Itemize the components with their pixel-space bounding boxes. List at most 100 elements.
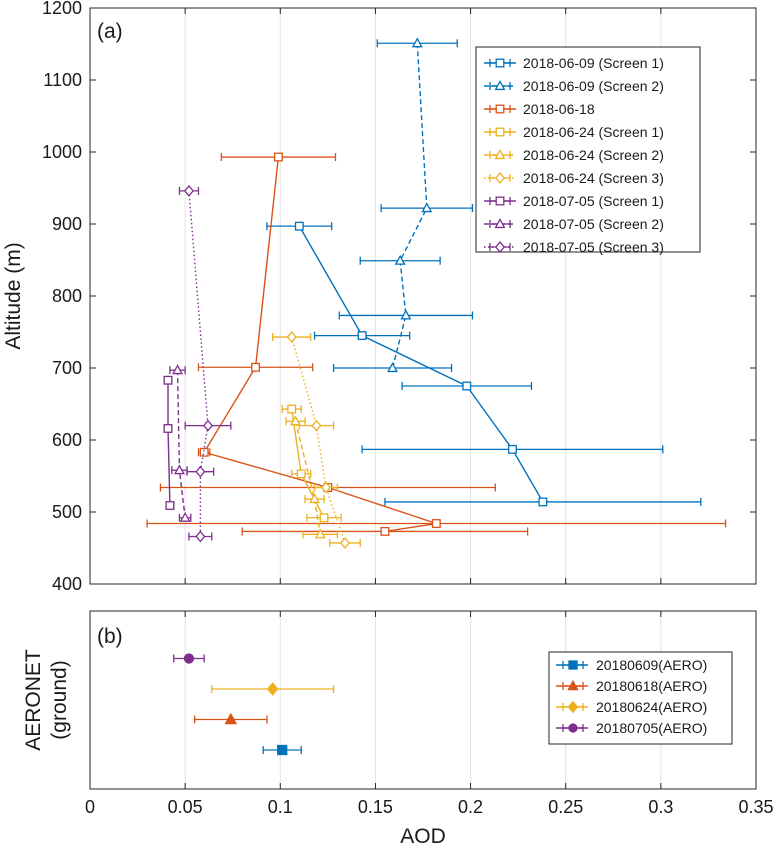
series-a-6-point-1	[163, 424, 173, 433]
panel-a-y-tick-label-1: 500	[52, 502, 82, 522]
series-a-0	[266, 221, 702, 507]
series-a-1-point-0	[411, 37, 423, 48]
series-b-3	[173, 653, 205, 664]
x-tick-label-0: 0	[85, 797, 95, 817]
legend-a-marker-6	[495, 196, 505, 206]
series-a-2-point-4	[431, 519, 441, 528]
series-a-7-line	[176, 370, 186, 518]
panel-b-label: (b)	[97, 625, 123, 648]
legend-a-label-8: 2018-07-05 (Screen 3)	[523, 239, 664, 255]
legend-a-marker-1	[494, 80, 506, 91]
series-a-3-point-0	[287, 404, 297, 414]
series-b-2	[211, 682, 335, 696]
legend-a-marker-4	[494, 149, 506, 160]
series-a-1-point-2	[394, 254, 406, 265]
series-a-4	[285, 415, 339, 539]
series-b-1-point	[224, 712, 238, 725]
series-a-1-point-3	[400, 309, 412, 320]
series-a-0-point-2	[462, 381, 472, 391]
legend-b-entry-0: 20180609(AERO)	[556, 657, 707, 673]
panel-b-axes: 0 0.05 0.1 0.15 0.2 0.25 0.3 0.35	[85, 611, 774, 817]
series-a-7-point-2	[179, 511, 191, 522]
series-a-8-point-3	[195, 530, 206, 543]
x-tick-label-1: 0.05	[168, 797, 203, 817]
series-a-2-point-1	[251, 362, 260, 372]
panel-b-grid	[184, 611, 662, 789]
legend-a-label-3: 2018-06-24 (Screen 1)	[523, 124, 664, 140]
legend-a-entry-6: 2018-07-05 (Screen 1)	[484, 193, 664, 209]
series-a-5	[272, 331, 361, 549]
panel-a-y-tick-label-3: 700	[52, 358, 82, 378]
series-a-5-point-2	[320, 481, 331, 494]
legend-a-label-6: 2018-07-05 (Screen 1)	[523, 193, 664, 209]
panel-a-y-tick-label-7: 1100	[43, 70, 82, 90]
series-a-0-point-0	[294, 221, 304, 231]
panel-a-y-tick-label-8: 1200	[42, 0, 82, 18]
series-a-4-point-0	[290, 415, 301, 426]
legend-b-entry-3: 20180705(AERO)	[556, 720, 707, 736]
panel-a-y-axis-label: Altitude (m)	[2, 242, 25, 349]
legend-b-label-2: 20180624(AERO)	[596, 699, 707, 715]
series-a-2-point-5	[380, 526, 390, 536]
legend-b-label-1: 20180618(AERO)	[596, 678, 707, 694]
series-b-0	[262, 744, 302, 756]
legend-a-label-1: 2018-06-09 (Screen 2)	[523, 78, 664, 94]
legend-a-label-4: 2018-06-24 (Screen 2)	[523, 147, 664, 163]
series-a-7	[169, 364, 192, 522]
series-b-0-point	[277, 744, 288, 756]
legend-a-label-2: 2018-06-18	[523, 101, 595, 117]
legend-a-entry-0: 2018-06-09 (Screen 1)	[484, 55, 664, 71]
legend-a-marker-0	[495, 58, 505, 68]
x-tick-label-7: 0.35	[738, 797, 773, 817]
legend-b-marker-1	[567, 679, 579, 691]
x-tick-label-4: 0.2	[458, 797, 483, 817]
panel-b-frame	[89, 610, 757, 790]
legend-a-entry-5: 2018-06-24 (Screen 3)	[484, 170, 664, 186]
legend-b-entry-2: 20180624(AERO)	[556, 699, 707, 715]
panel-a-legend: 2018-06-09 (Screen 1) 2018-06-09 (Screen …	[475, 46, 701, 255]
x-tick-label-6: 0.3	[648, 797, 673, 817]
series-a-8-point-1	[202, 419, 214, 432]
series-a-0-point-4	[538, 497, 548, 507]
series-a-6-point-0	[163, 375, 173, 385]
series-a-2-point-0	[273, 152, 283, 162]
series-a-8	[178, 184, 232, 543]
series-b-3-point	[183, 653, 195, 664]
legend-a-label-0: 2018-06-09 (Screen 1)	[523, 55, 664, 71]
series-a-8-point-0	[183, 184, 194, 197]
x-axis-label: AOD	[400, 825, 446, 848]
panel-b-y-axis-label-line-1: AERONET	[22, 649, 45, 751]
legend-b-entry-1: 20180618(AERO)	[556, 678, 707, 694]
panel-b-series	[173, 653, 335, 756]
legend-a-marker-3	[495, 127, 505, 137]
series-b-2-point	[266, 682, 279, 696]
legend-a-entry-8: 2018-07-05 (Screen 3)	[484, 239, 664, 255]
legend-b-label-0: 20180609(AERO)	[596, 657, 707, 673]
series-a-8-point-2	[195, 465, 206, 478]
series-a-4-point-1	[309, 493, 321, 504]
panel-a-y-tick-label-4: 800	[52, 286, 82, 306]
panel-a-axes: 400 500 600 700 800 900 1000 1100 1200	[42, 0, 757, 594]
legend-a-entry-3: 2018-06-24 (Screen 1)	[484, 124, 664, 140]
series-a-0-line	[298, 225, 544, 503]
panel-a-y-tick-label-2: 600	[52, 430, 82, 450]
series-a-3-point-2	[319, 513, 329, 523]
legend-b-marker-3	[568, 723, 578, 733]
series-a-3-point-1	[296, 469, 306, 479]
panel-a-label: (a)	[97, 20, 123, 43]
panel-a: 400 500 600 700 800 900 1000 1100 1200 (a) Altit…	[2, 0, 757, 594]
legend-a-marker-2	[495, 104, 505, 114]
panel-b: 0 0.05 0.1 0.15 0.2 0.25 0.3 0.35 (b) AERONET (…	[22, 610, 774, 848]
series-a-6-line	[167, 380, 171, 506]
x-tick-label-2: 0.1	[268, 797, 293, 817]
legend-a-entry-1: 2018-06-09 (Screen 2)	[484, 78, 664, 94]
series-a-0-point-3	[507, 444, 517, 454]
series-a-2-point-2	[199, 447, 209, 457]
legend-a-marker-8	[494, 241, 506, 253]
legend-a-label-5: 2018-06-24 (Screen 3)	[523, 170, 664, 186]
series-a-4-point-2	[314, 528, 326, 539]
series-a-5-point-3	[339, 537, 351, 549]
legend-a-entry-7: 2018-07-05 (Screen 2)	[484, 216, 664, 232]
series-a-1	[332, 37, 474, 373]
series-a-5-point-1	[311, 419, 322, 432]
